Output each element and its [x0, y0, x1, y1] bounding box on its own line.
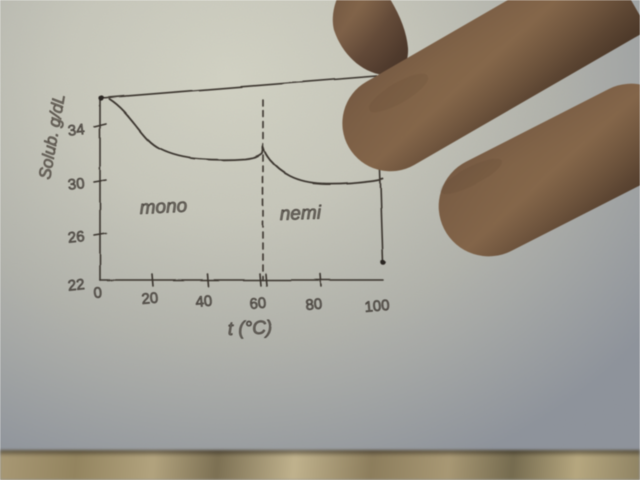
- svg-text:0: 0: [93, 284, 103, 302]
- svg-text:Solub. g/dL: Solub. g/dL: [35, 93, 69, 181]
- svg-text:60: 60: [249, 295, 267, 313]
- svg-text:22: 22: [67, 276, 85, 295]
- svg-text:30: 30: [67, 175, 85, 194]
- svg-text:80: 80: [305, 296, 323, 314]
- svg-text:t (°C): t (°C): [227, 317, 272, 340]
- svg-text:34: 34: [67, 121, 85, 140]
- svg-text:100: 100: [364, 297, 390, 316]
- svg-text:mono: mono: [139, 196, 188, 219]
- svg-text:nemi: nemi: [279, 203, 322, 225]
- svg-text:26: 26: [67, 228, 85, 247]
- svg-text:40: 40: [195, 293, 213, 311]
- svg-text:20: 20: [141, 290, 159, 308]
